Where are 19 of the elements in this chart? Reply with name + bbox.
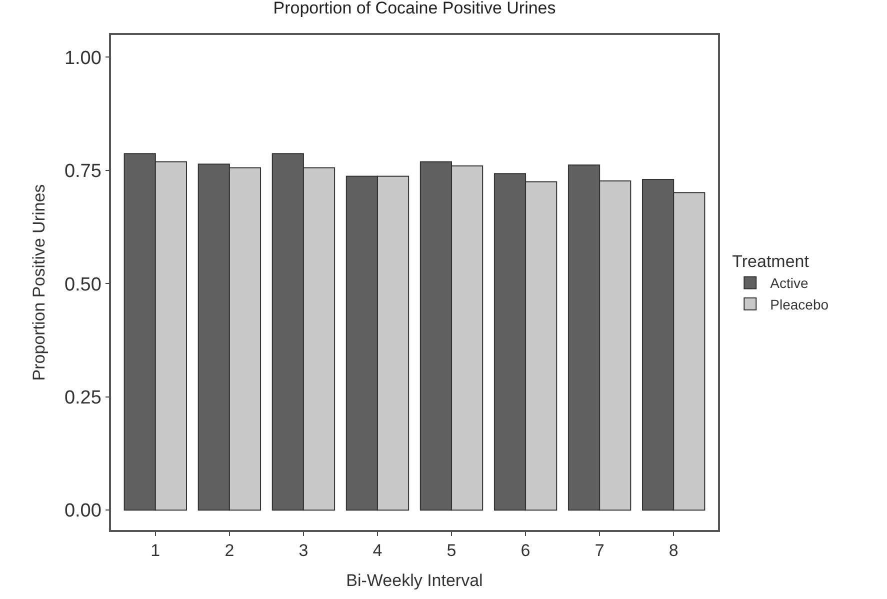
legend-label: Active: [770, 275, 808, 292]
y-tick-label: 0.25: [64, 388, 102, 408]
y-tick-label: 1.00: [64, 48, 102, 69]
y-tick-label: 0.00: [64, 500, 102, 522]
chart-title: Proportion of Cocaine Positive Urines: [273, 0, 556, 18]
x-tick-label: 1: [150, 541, 160, 560]
x-tick-label: 8: [668, 541, 678, 560]
x-tick-label: 4: [372, 541, 382, 560]
legend-label: Pleacebo: [770, 296, 829, 312]
y-axis-title: Proportion Positive Urines: [30, 184, 49, 381]
x-tick-label: 3: [298, 541, 308, 560]
x-tick-label: 6: [520, 541, 530, 560]
x-tick-label: 5: [446, 541, 456, 560]
x-axis-title: Bi-Weekly Interval: [346, 571, 483, 590]
y-tick-label: 0.50: [64, 274, 102, 296]
y-tick-label: 0.75: [64, 161, 102, 182]
x-tick-label: 2: [224, 541, 234, 560]
x-tick-label: 7: [594, 541, 604, 560]
legend-title: Treatment: [732, 252, 810, 272]
